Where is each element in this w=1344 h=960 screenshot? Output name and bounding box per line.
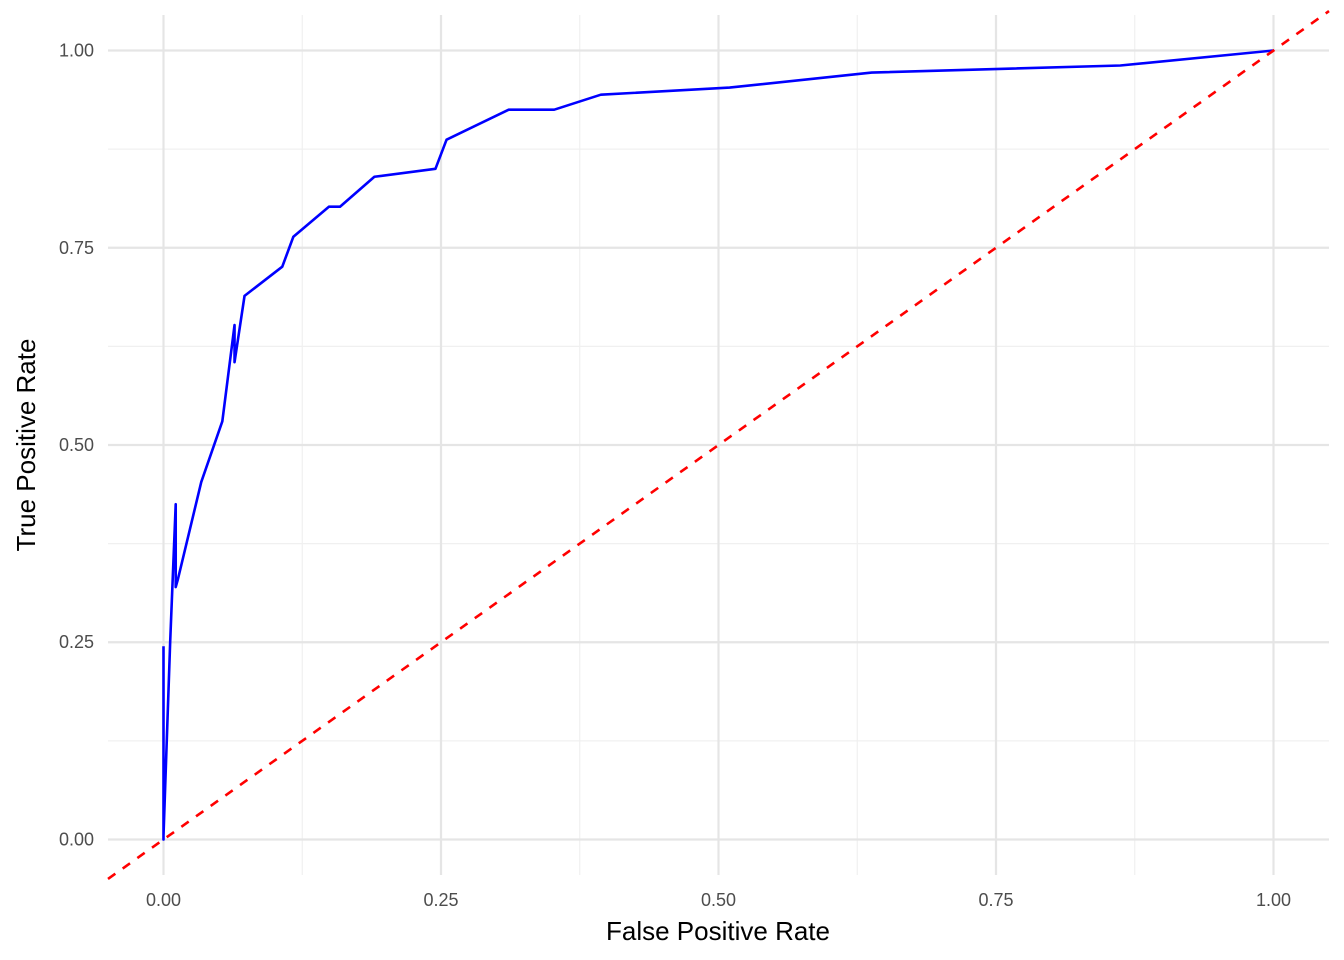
y-tick-label: 0.50: [59, 435, 94, 455]
grid-layer: [108, 15, 1329, 875]
x-axis-title: False Positive Rate: [606, 916, 830, 946]
y-tick-label: 0.00: [59, 829, 94, 849]
tick-layer: 0.00 0.25 0.50 0.75 1.00 0.00 0.25 0.50 0.75 1.00: [59, 41, 1291, 910]
x-tick-label: 0.25: [423, 890, 458, 910]
y-axis-title: True Positive Rate: [11, 339, 41, 552]
series-layer: [107, 10, 1330, 880]
y-tick-label: 0.75: [59, 238, 94, 258]
y-tick-label: 1.00: [59, 41, 94, 61]
x-tick-label: 1.00: [1256, 890, 1291, 910]
y-tick-label: 0.25: [59, 632, 94, 652]
x-tick-label: 0.00: [146, 890, 181, 910]
roc-curve-line: [162, 49, 1274, 841]
reference-diagonal-line: [107, 10, 1330, 880]
x-tick-label: 0.50: [701, 890, 736, 910]
x-tick-label: 0.75: [978, 890, 1013, 910]
